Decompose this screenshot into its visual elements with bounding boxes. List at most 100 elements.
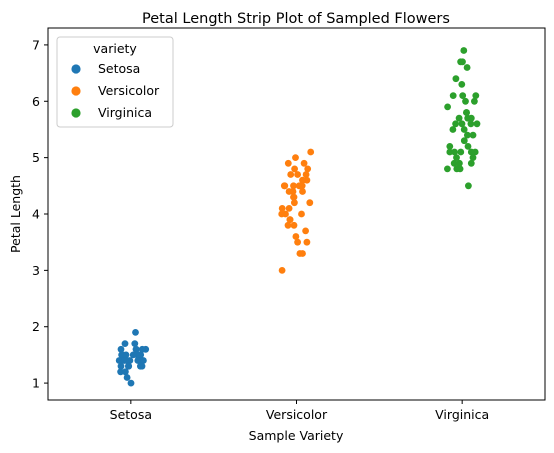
data-point-virginica bbox=[460, 47, 468, 54]
data-point-setosa bbox=[117, 368, 124, 376]
data-point-virginica bbox=[464, 131, 471, 139]
data-point-virginica bbox=[460, 126, 468, 133]
data-point-setosa bbox=[127, 379, 135, 387]
legend: variety Setosa Versicolor Virginica bbox=[56, 36, 174, 128]
legend-marker-versicolor bbox=[71, 86, 81, 96]
data-point-versicolor bbox=[294, 171, 301, 178]
y-tick-label: 5 bbox=[32, 150, 40, 165]
data-point-versicolor bbox=[290, 193, 298, 201]
data-point-setosa bbox=[125, 362, 133, 370]
data-point-virginica bbox=[449, 126, 457, 133]
data-point-virginica bbox=[471, 97, 478, 105]
y-tick-label: 3 bbox=[32, 263, 40, 278]
data-point-versicolor bbox=[291, 165, 298, 173]
data-point-versicolor bbox=[299, 250, 306, 257]
data-point-versicolor bbox=[304, 165, 312, 173]
data-point-virginica bbox=[467, 148, 475, 156]
data-point-versicolor bbox=[299, 176, 306, 184]
legend-marker-setosa bbox=[71, 64, 81, 74]
legend-label-virginica: Virginica bbox=[98, 105, 152, 120]
data-point-versicolor bbox=[285, 205, 293, 212]
data-point-versicolor bbox=[289, 188, 297, 195]
data-point-setosa bbox=[129, 351, 137, 359]
data-point-virginica bbox=[455, 114, 463, 122]
data-point-virginica bbox=[458, 81, 466, 88]
data-point-virginica bbox=[446, 143, 454, 150]
x-tick-label-versicolor: Versicolor bbox=[266, 407, 328, 422]
data-point-versicolor bbox=[302, 171, 310, 178]
data-point-versicolor bbox=[278, 210, 286, 218]
data-point-virginica bbox=[464, 143, 472, 150]
data-point-versicolor bbox=[294, 238, 301, 246]
data-point-virginica bbox=[444, 165, 451, 173]
data-point-versicolor bbox=[284, 159, 292, 167]
data-point-virginica bbox=[458, 120, 466, 128]
data-point-virginica bbox=[465, 182, 472, 190]
data-point-versicolor bbox=[306, 199, 314, 207]
data-point-virginica bbox=[450, 159, 458, 167]
x-tick-label-setosa: Setosa bbox=[110, 407, 152, 422]
y-axis-label: Petal Length bbox=[8, 175, 23, 253]
data-point-setosa bbox=[122, 368, 129, 376]
data-point-virginica bbox=[452, 75, 460, 83]
data-point-virginica bbox=[446, 148, 454, 156]
data-point-versicolor bbox=[292, 233, 300, 240]
data-point-virginica bbox=[452, 120, 459, 128]
data-point-setosa bbox=[121, 340, 129, 347]
data-point-versicolor bbox=[299, 188, 306, 195]
data-point-versicolor bbox=[286, 216, 294, 224]
data-point-virginica bbox=[459, 92, 467, 99]
y-axis: 1 2 3 4 5 6 7 bbox=[32, 37, 48, 391]
data-point-virginica bbox=[449, 92, 457, 99]
data-point-setosa bbox=[123, 357, 131, 364]
data-point-versicolor bbox=[290, 182, 297, 190]
y-tick-label: 7 bbox=[32, 37, 40, 52]
data-point-virginica bbox=[453, 154, 460, 162]
data-point-setosa bbox=[134, 357, 142, 364]
data-point-virginica bbox=[463, 64, 471, 71]
data-point-virginica bbox=[472, 92, 480, 99]
data-point-versicolor bbox=[280, 182, 288, 190]
data-point-setosa bbox=[117, 345, 125, 353]
data-point-versicolor bbox=[302, 227, 309, 235]
data-point-virginica bbox=[469, 154, 477, 162]
data-point-setosa bbox=[138, 345, 146, 353]
data-point-setosa bbox=[131, 340, 139, 347]
legend-box bbox=[56, 36, 174, 128]
data-point-setosa bbox=[132, 329, 139, 336]
data-point-setosa bbox=[136, 351, 144, 359]
data-point-virginica bbox=[469, 131, 477, 139]
data-point-virginica bbox=[467, 159, 475, 167]
data-point-setosa bbox=[117, 362, 125, 370]
data-point-versicolor bbox=[298, 182, 306, 190]
data-point-virginica bbox=[444, 103, 451, 111]
data-point-setosa bbox=[119, 351, 127, 359]
data-point-versicolor bbox=[291, 199, 298, 207]
data-point-virginica bbox=[467, 120, 475, 128]
data-point-virginica bbox=[463, 109, 470, 116]
y-tick-label: 4 bbox=[32, 207, 40, 222]
data-point-versicolor bbox=[290, 221, 298, 229]
data-point-setosa bbox=[115, 357, 123, 364]
legend-label-versicolor: Versicolor bbox=[98, 83, 160, 98]
data-point-versicolor bbox=[307, 148, 315, 156]
data-point-setosa bbox=[137, 362, 144, 370]
data-point-versicolor bbox=[278, 205, 286, 212]
x-tick-label-virginica: Virginica bbox=[435, 407, 489, 422]
y-tick-label: 2 bbox=[32, 319, 40, 334]
legend-title: variety bbox=[93, 41, 137, 56]
data-point-versicolor bbox=[287, 171, 295, 178]
data-point-virginica bbox=[459, 58, 466, 66]
x-axis: Setosa Versicolor Virginica bbox=[110, 400, 489, 422]
data-point-virginica bbox=[473, 120, 481, 128]
data-point-setosa bbox=[140, 357, 147, 364]
data-point-versicolor bbox=[284, 221, 292, 229]
data-point-virginica bbox=[456, 159, 463, 167]
data-point-virginica bbox=[451, 148, 458, 156]
data-point-virginica bbox=[457, 148, 465, 156]
data-point-versicolor bbox=[298, 210, 305, 218]
data-point-setosa bbox=[123, 374, 131, 381]
data-point-versicolor bbox=[300, 159, 308, 167]
data-point-setosa bbox=[132, 345, 140, 353]
